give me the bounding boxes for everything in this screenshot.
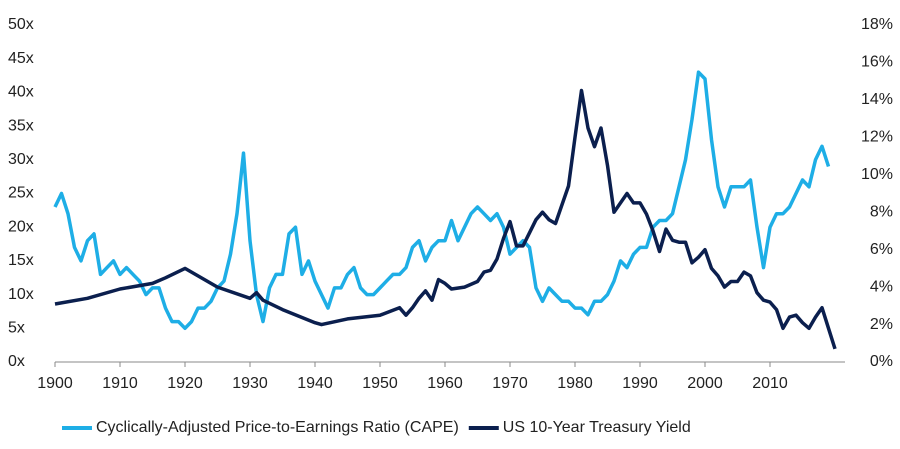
- y-tick-label: 35x: [8, 117, 34, 134]
- y-tick-label: 15x: [8, 252, 34, 269]
- y2-tick-label: 4%: [870, 278, 893, 295]
- y-tick-label: 50x: [8, 16, 34, 33]
- legend-label: US 10-Year Treasury Yield: [503, 419, 691, 436]
- series-line: [54, 88, 837, 350]
- y2-tick-label: 8%: [870, 203, 893, 220]
- x-tick-label: 1940: [297, 375, 333, 392]
- y-tick-label: 10x: [8, 286, 34, 303]
- y2-tick-label: 12%: [861, 129, 893, 146]
- x-tick-label: 1900: [37, 375, 73, 392]
- y2-tick-label: 6%: [870, 241, 893, 258]
- y2-tick-label: 2%: [870, 316, 893, 333]
- y-tick-label: 20x: [8, 218, 34, 235]
- y2-tick-label: 18%: [861, 16, 893, 33]
- y2-tick-label: 14%: [861, 91, 893, 108]
- x-tick-label: 1910: [102, 375, 138, 392]
- x-tick-label: 1920: [167, 375, 203, 392]
- y-tick-label: 40x: [8, 84, 34, 101]
- x-tick-label: 1950: [362, 375, 398, 392]
- x-tick-label: 1980: [557, 375, 593, 392]
- x-tick-label: 1990: [622, 375, 658, 392]
- x-tick-label: 1930: [232, 375, 268, 392]
- series-line: [53, 70, 831, 331]
- x-tick-label: 1960: [427, 375, 463, 392]
- y-tick-label: 0x: [8, 353, 25, 370]
- legend-label: Cyclically-Adjusted Price-to-Earnings Ra…: [96, 419, 459, 436]
- y-tick-label: 5x: [8, 320, 25, 337]
- y-tick-label: 45x: [8, 50, 34, 67]
- x-tick-label: 2010: [752, 375, 788, 392]
- x-tick-label: 2000: [687, 375, 723, 392]
- y-tick-label: 25x: [8, 185, 34, 202]
- y2-tick-label: 0%: [870, 353, 893, 370]
- y2-tick-label: 10%: [861, 166, 893, 183]
- x-tick-label: 1970: [492, 375, 528, 392]
- y2-tick-label: 16%: [861, 54, 893, 71]
- y-tick-label: 30x: [8, 151, 34, 168]
